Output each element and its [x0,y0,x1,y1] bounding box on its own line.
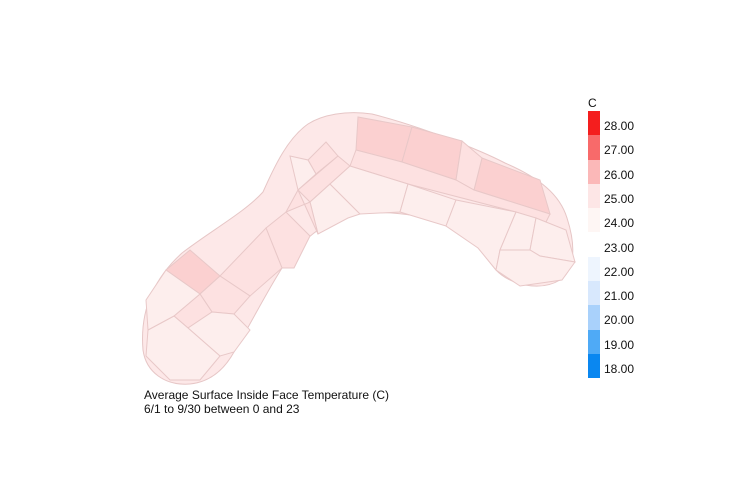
legend-tick-label: 21.00 [604,289,635,304]
legend-tick-label: 22.00 [604,264,635,279]
thermal-zone [289,155,317,191]
thermal-zone [495,249,576,287]
legend-swatch [588,353,600,379]
legend-swatch [588,232,600,257]
thermal-zone [329,165,409,215]
legend-swatch [588,305,600,330]
legend-tick-label: 26.00 [604,167,635,182]
thermal-zone [284,188,319,235]
legend-unit-label: C [588,96,597,110]
legend-tick-label: 28.00 [604,119,635,133]
legend-swatch [588,281,600,306]
color-legend [588,111,600,379]
caption-title: Average Surface Inside Face Temperature … [144,388,390,402]
legend-tick-label: 23.00 [604,240,635,255]
legend-tick-label: 20.00 [604,313,635,328]
legend-swatch [588,256,600,282]
thermal-zone [145,269,201,331]
legend-swatch [588,208,600,233]
thermal-zone [145,315,221,381]
legend-tick-label: 25.00 [604,191,635,206]
legend-tick-label: 18.00 [604,362,635,376]
plot-caption: Average Surface Inside Face Temperature … [144,388,389,416]
legend-swatch [588,183,600,209]
legend-swatch [588,111,600,136]
legend-tick-label: 27.00 [604,143,635,158]
legend-swatch [588,135,600,160]
legend-tick-label: 19.00 [604,337,635,352]
legend-swatch [588,159,600,184]
caption-period: 6/1 to 9/30 between 0 and 23 [144,402,300,416]
legend-swatch [588,329,600,354]
legend-tick-label: 24.00 [604,216,635,231]
